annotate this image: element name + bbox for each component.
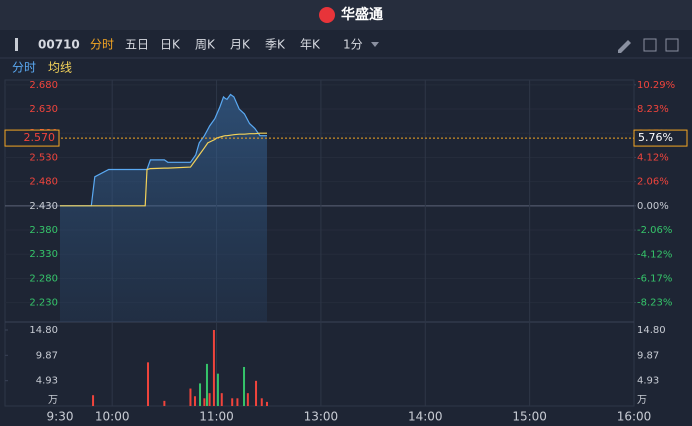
tab[interactable]: 月K [230,38,251,52]
last-change-box [633,129,688,147]
y2-tick-label: 0.00% [637,201,669,212]
x-tick-label: 9:30 [47,410,74,424]
x-tick-label: 16:00 [617,410,652,424]
y-tick-label: 2.680 [29,80,58,91]
fullscreen-icon[interactable] [643,38,657,52]
volume-tick-label: 4.93 [637,376,659,387]
volume-bar [208,393,211,406]
volume-unit: 万 [48,395,58,406]
volume-tick-label: 9.87 [36,350,58,361]
x-tick-label: 10:00 [95,410,130,424]
legend-entry: 分时 [12,61,36,75]
y2-tick-label: 8.23% [637,104,669,115]
y2-tick-label: -2.06% [637,225,672,236]
y-tick-label: 2.280 [29,273,58,284]
tab[interactable]: 五日 [125,38,149,52]
y-tick-label: 2.530 [29,152,58,163]
interval-select[interactable]: 1分 [343,38,363,52]
volume-bar [189,388,192,406]
volume-bar [199,383,202,406]
y2-tick-label: 2.06% [637,177,669,188]
expand-icon[interactable] [665,38,679,52]
volume-tick-label: 9.87 [637,350,659,361]
volume-bar [243,366,246,406]
y2-tick-label: 10.29% [637,80,675,91]
y-tick-label: 2.430 [29,201,58,212]
y-tick-label: 2.230 [29,298,58,309]
volume-bar [92,395,95,406]
volume-bar [255,380,258,406]
volume-bar [216,373,219,406]
volume-tick-label: 14.80 [29,325,58,336]
volume-bar [236,398,239,406]
plot-frame [4,79,635,407]
y-tick-label: 2.630 [29,104,58,115]
tab[interactable]: 日K [160,38,181,52]
volume-bar [203,398,206,406]
x-tick-label: 11:00 [199,410,234,424]
tab[interactable]: 周K [195,38,216,52]
price-area [60,94,267,322]
volume-bar [193,396,196,406]
tab[interactable]: 年K [300,38,321,52]
tab[interactable]: 分时 [90,38,114,52]
volume-bar [163,400,166,406]
y2-tick-label: 4.12% [637,152,669,163]
last-change-label: 5.76% [638,131,673,144]
x-tick-label: 15:00 [512,410,547,424]
volume-bar [265,401,268,406]
volume-unit: 万 [637,395,647,406]
volume-bar [147,362,150,406]
volume-bar [205,363,208,406]
y-tick-label: 2.380 [29,225,58,236]
volume-bar [246,393,249,406]
x-tick-label: 14:00 [408,410,443,424]
draw-icon[interactable] [618,40,631,53]
y2-tick-label: -4.12% [637,249,672,260]
legend-entry: 均线 [48,61,72,75]
app-title: 华盛通 [341,6,383,23]
y-tick-label: 2.480 [29,177,58,188]
collapse-icon[interactable] [15,38,18,51]
last-price-label: 2.570 [24,131,56,144]
y2-tick-label: -6.17% [637,273,672,284]
volume-tick-label: 14.80 [637,325,666,336]
toolbar [0,30,692,58]
volume-bar [220,393,223,406]
volume-bar [212,330,215,406]
logo [319,7,335,23]
title-bar [0,0,692,30]
symbol: 00710 [38,38,80,52]
dropdown-arrow[interactable] [371,42,379,47]
tab[interactable]: 季K [265,38,286,52]
series-line [60,132,267,207]
x-tick-label: 13:00 [304,410,339,424]
last-price-box [4,129,60,147]
volume-tick-label: 4.93 [36,376,58,387]
y2-tick-label: -8.23% [637,298,672,309]
volume-bar [260,398,263,406]
y-tick-label: 2.330 [29,249,58,260]
volume-bar [231,398,234,406]
